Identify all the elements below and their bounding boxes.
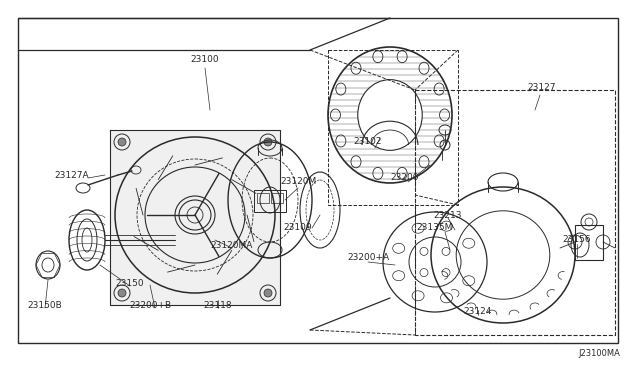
Text: 23124: 23124: [464, 308, 492, 317]
Ellipse shape: [118, 289, 126, 297]
Bar: [271, 193, 283, 203]
Bar: [328, 50, 458, 205]
Text: 23120MA: 23120MA: [211, 241, 253, 250]
Text: 23102: 23102: [354, 138, 382, 147]
Text: 23200: 23200: [391, 173, 419, 183]
Text: 23120M: 23120M: [280, 177, 316, 186]
Bar: [575, 225, 603, 260]
Text: 23213: 23213: [434, 211, 462, 219]
Text: 23150B: 23150B: [28, 301, 62, 310]
Bar: [254, 190, 286, 212]
Text: 23118: 23118: [204, 301, 232, 310]
Bar: [18, 18, 618, 343]
Text: 23150: 23150: [116, 279, 144, 288]
Text: 23135M: 23135M: [417, 224, 453, 232]
Ellipse shape: [264, 289, 272, 297]
Text: 23100: 23100: [191, 55, 220, 64]
Text: 23200+B: 23200+B: [129, 301, 171, 310]
Text: 23156: 23156: [563, 235, 591, 244]
Bar: [257, 193, 269, 203]
Text: J23100MA: J23100MA: [578, 349, 620, 358]
Polygon shape: [110, 130, 280, 305]
Text: 23127: 23127: [528, 83, 556, 93]
Text: 23127A: 23127A: [54, 170, 90, 180]
Text: 23109: 23109: [284, 222, 312, 231]
Text: 23200+A: 23200+A: [347, 253, 389, 263]
Ellipse shape: [264, 138, 272, 146]
Ellipse shape: [118, 138, 126, 146]
Bar: [415, 90, 615, 335]
